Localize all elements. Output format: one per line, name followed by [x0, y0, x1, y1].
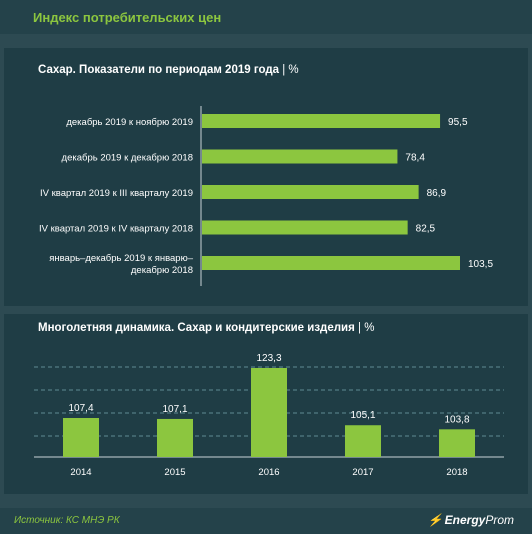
- brand-bold: Energy: [444, 513, 486, 527]
- bar: [202, 114, 441, 128]
- tick-label: 2018: [446, 467, 467, 478]
- chart-title: Сахар. Показатели по периодам 2019 года …: [38, 64, 299, 76]
- lightning-logo-icon: ⚡: [427, 513, 443, 527]
- category-label: декабрь 2019 к ноябрю 2019: [66, 117, 193, 128]
- bar: [439, 429, 475, 457]
- chart-title-text: Многолетняя динамика. Сахар и кондитерск…: [38, 322, 355, 334]
- data-label: 103,5: [468, 259, 493, 270]
- data-label: 123,3: [256, 353, 281, 364]
- bar: [63, 418, 99, 457]
- category-label: декабрь 2019 к декабрю 2018: [62, 153, 193, 164]
- chart-unit: | %: [282, 64, 299, 76]
- horizontal-bar-chart: декабрь 2019 к ноябрю 2019 95,5 декабрь 20…: [39, 106, 493, 286]
- bar: [202, 220, 408, 235]
- brand-light: Prom: [485, 513, 514, 527]
- category-label: декабрю 2018: [131, 265, 193, 276]
- chart-unit: | %: [358, 322, 375, 334]
- data-label: 107,1: [162, 404, 187, 415]
- data-label: 107,4: [68, 403, 93, 414]
- data-label: 78,4: [405, 153, 425, 164]
- chart-panel-sugar-periods: Сахар. Показатели по периодам 2019 года …: [4, 48, 528, 306]
- bar: [157, 418, 193, 457]
- category-label: IV квартал 2019 к III кварталу 2019: [40, 188, 193, 199]
- source-note: Источник: КС МНЭ РК: [14, 515, 120, 526]
- category-label: январь–декабрь 2019 к январю–: [49, 253, 194, 264]
- chart-panel-multiyear: Многолетняя динамика. Сахар и кондитерск…: [4, 314, 528, 494]
- tick-label: 2015: [164, 467, 185, 478]
- bar: [202, 149, 398, 164]
- tick-label: 2017: [352, 467, 373, 478]
- data-label: 95,5: [448, 117, 468, 128]
- bar: [202, 256, 460, 270]
- data-label: 103,8: [444, 414, 469, 425]
- data-label: 82,5: [416, 224, 436, 235]
- vertical-bar-chart: 107,4 2014 107,1 2015 123,3 2016 105,1 2017 103,…: [34, 353, 504, 478]
- page-title: Индекс потребительских цен: [33, 10, 222, 25]
- category-label: IV квартал 2019 к IV кварталу 2018: [39, 224, 193, 235]
- tick-label: 2014: [70, 467, 91, 478]
- data-label: 86,9: [427, 188, 447, 199]
- bar: [202, 185, 419, 199]
- footer: Источник: КС МНЭ РК ⚡ EnergyProm: [0, 508, 532, 534]
- bar: [251, 368, 287, 457]
- chart-title: Многолетняя динамика. Сахар и кондитерск…: [38, 322, 374, 334]
- header: Индекс потребительских цен: [0, 0, 532, 34]
- brand-logo: ⚡ EnergyProm: [428, 513, 514, 527]
- tick-label: 2016: [258, 467, 279, 478]
- chart-title-text: Сахар. Показатели по периодам 2019 года: [38, 64, 280, 76]
- data-label: 105,1: [350, 410, 375, 421]
- bar: [345, 425, 381, 457]
